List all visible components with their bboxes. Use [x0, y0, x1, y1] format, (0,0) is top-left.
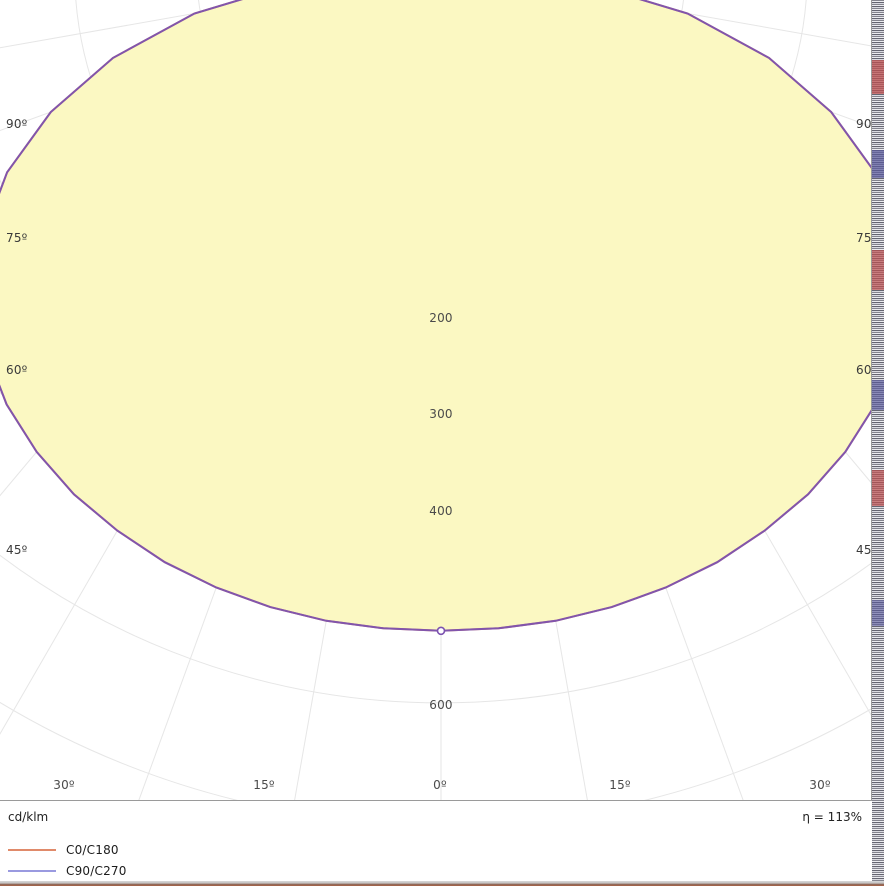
legend-item-c90-c270[interactable]: C90/C270: [8, 862, 127, 880]
axis-label-bottom-15-left: 15º: [253, 778, 275, 792]
axis-label-bottom-15-right: 15º: [609, 778, 631, 792]
peak-marker: [436, 626, 446, 636]
legend-item-c0-c180[interactable]: C0/C180: [8, 841, 119, 859]
footer-divider: [0, 800, 872, 801]
unit-label: cd/klm: [8, 810, 49, 824]
scrollbar-blotch: [872, 150, 884, 178]
legend-swatch-c90-c270: [8, 870, 56, 872]
chart-legend: C0/C180 C90/C270: [0, 835, 872, 881]
axis-label-right-45: 45º: [856, 543, 872, 557]
window-bottom-edge: [0, 881, 884, 886]
window-scrollbar-strip[interactable]: [872, 0, 884, 881]
scrollbar-blotch: [872, 250, 884, 290]
axis-label-right-90: 90º: [856, 117, 872, 131]
axis-label-left-90: 90º: [6, 117, 28, 131]
axis-label-left-75: 75º: [6, 231, 28, 245]
radial-tick-400: 400: [429, 504, 453, 518]
scrollbar-blotch: [872, 380, 884, 410]
axis-label-left-45: 45º: [6, 543, 28, 557]
radial-tick-200: 200: [429, 311, 453, 325]
efficiency-label: η = 113%: [802, 810, 862, 824]
legend-swatch-c0-c180: [8, 849, 56, 851]
scrollbar-blotch: [872, 60, 884, 94]
polar-chart-plot-area[interactable]: 90º 75º 60º 45º 90º 75º 60º 45º 30º 15º …: [0, 0, 872, 800]
axis-label-bottom-0: 0º: [433, 778, 447, 792]
polar-grid-and-curves: [0, 0, 871, 800]
radial-tick-300: 300: [429, 407, 453, 421]
axis-label-right-60: 60º: [856, 363, 872, 377]
chart-footer: cd/klm η = 113%: [0, 801, 872, 835]
axis-label-bottom-30-left: 30º: [53, 778, 75, 792]
scrollbar-blotch: [872, 470, 884, 506]
axis-label-right-75: 75º: [856, 231, 872, 245]
radial-tick-600: 600: [429, 698, 453, 712]
distribution-fill: [0, 0, 871, 631]
axis-label-bottom-30-right: 30º: [809, 778, 831, 792]
legend-label-c0-c180: C0/C180: [66, 843, 119, 857]
scrollbar-blotch: [872, 600, 884, 626]
axis-label-left-60: 60º: [6, 363, 28, 377]
legend-label-c90-c270: C90/C270: [66, 864, 127, 878]
